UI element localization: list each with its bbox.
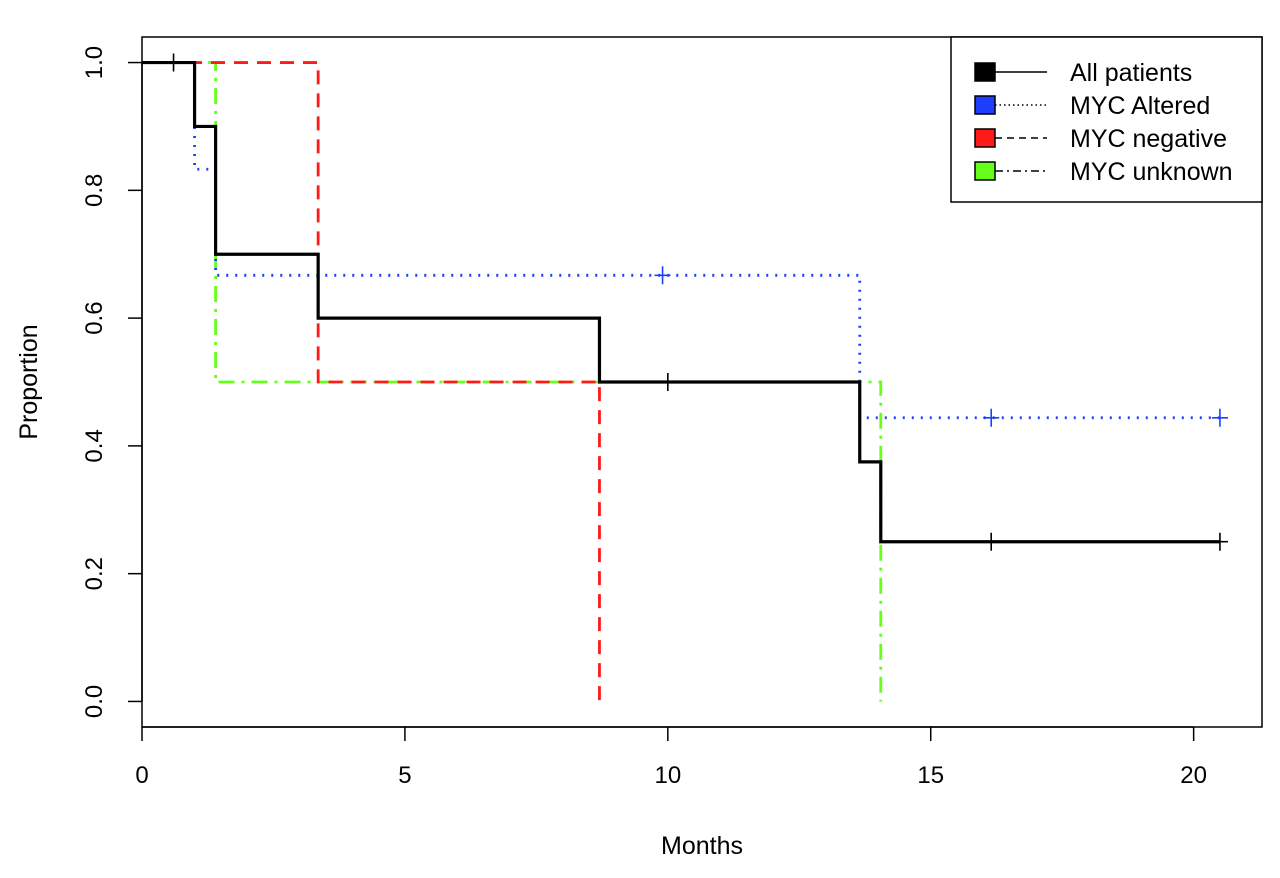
legend: All patients MYC Altered MYC negative MYC u… (950, 36, 1263, 203)
censor-mark-myc-altered (983, 408, 1000, 427)
legend-label: MYC unknown (1070, 158, 1233, 186)
y-tick-label: 1.0 (81, 46, 108, 79)
x-tick-label: 0 (135, 762, 148, 789)
y-tick-label: 0.8 (81, 174, 108, 207)
x-axis-title: Months (661, 832, 743, 860)
series-layer (142, 53, 1228, 702)
legend-box (950, 36, 1263, 203)
legend-swatch (974, 62, 996, 82)
legend-label: MYC Altered (1070, 92, 1210, 120)
y-tick-label: 0.2 (81, 557, 108, 590)
legend-swatch (974, 128, 996, 148)
y-tick-label: 0.6 (81, 301, 108, 334)
censor-mark-all-patients (659, 373, 676, 391)
legend-swatch (974, 95, 996, 115)
legend-label: MYC negative (1070, 125, 1227, 153)
censor-mark-myc-altered (1211, 408, 1228, 427)
x-tick-label: 15 (917, 762, 944, 789)
legend-swatch (974, 161, 996, 181)
x-axis: 0 5 10 15 20 (135, 726, 1207, 789)
y-axis: 0.0 0.2 0.4 0.6 0.8 1.0 (81, 46, 143, 718)
series-line-myc-negative (142, 61, 601, 702)
x-tick-label: 10 (654, 762, 681, 789)
legend-label: All patients (1070, 59, 1192, 87)
x-tick-label: 20 (1180, 762, 1207, 789)
censor-mark-all-patients (165, 53, 182, 72)
y-tick-label: 0.4 (81, 429, 108, 462)
censor-mark-all-patients (983, 532, 1000, 551)
x-tick-label: 5 (398, 762, 411, 789)
y-axis-title: Proportion (15, 324, 43, 439)
y-tick-label: 0.0 (81, 685, 108, 718)
censor-mark-all-patients (1211, 532, 1228, 551)
series-line-all-patients (142, 60, 1220, 544)
censor-mark-myc-altered (654, 266, 671, 285)
